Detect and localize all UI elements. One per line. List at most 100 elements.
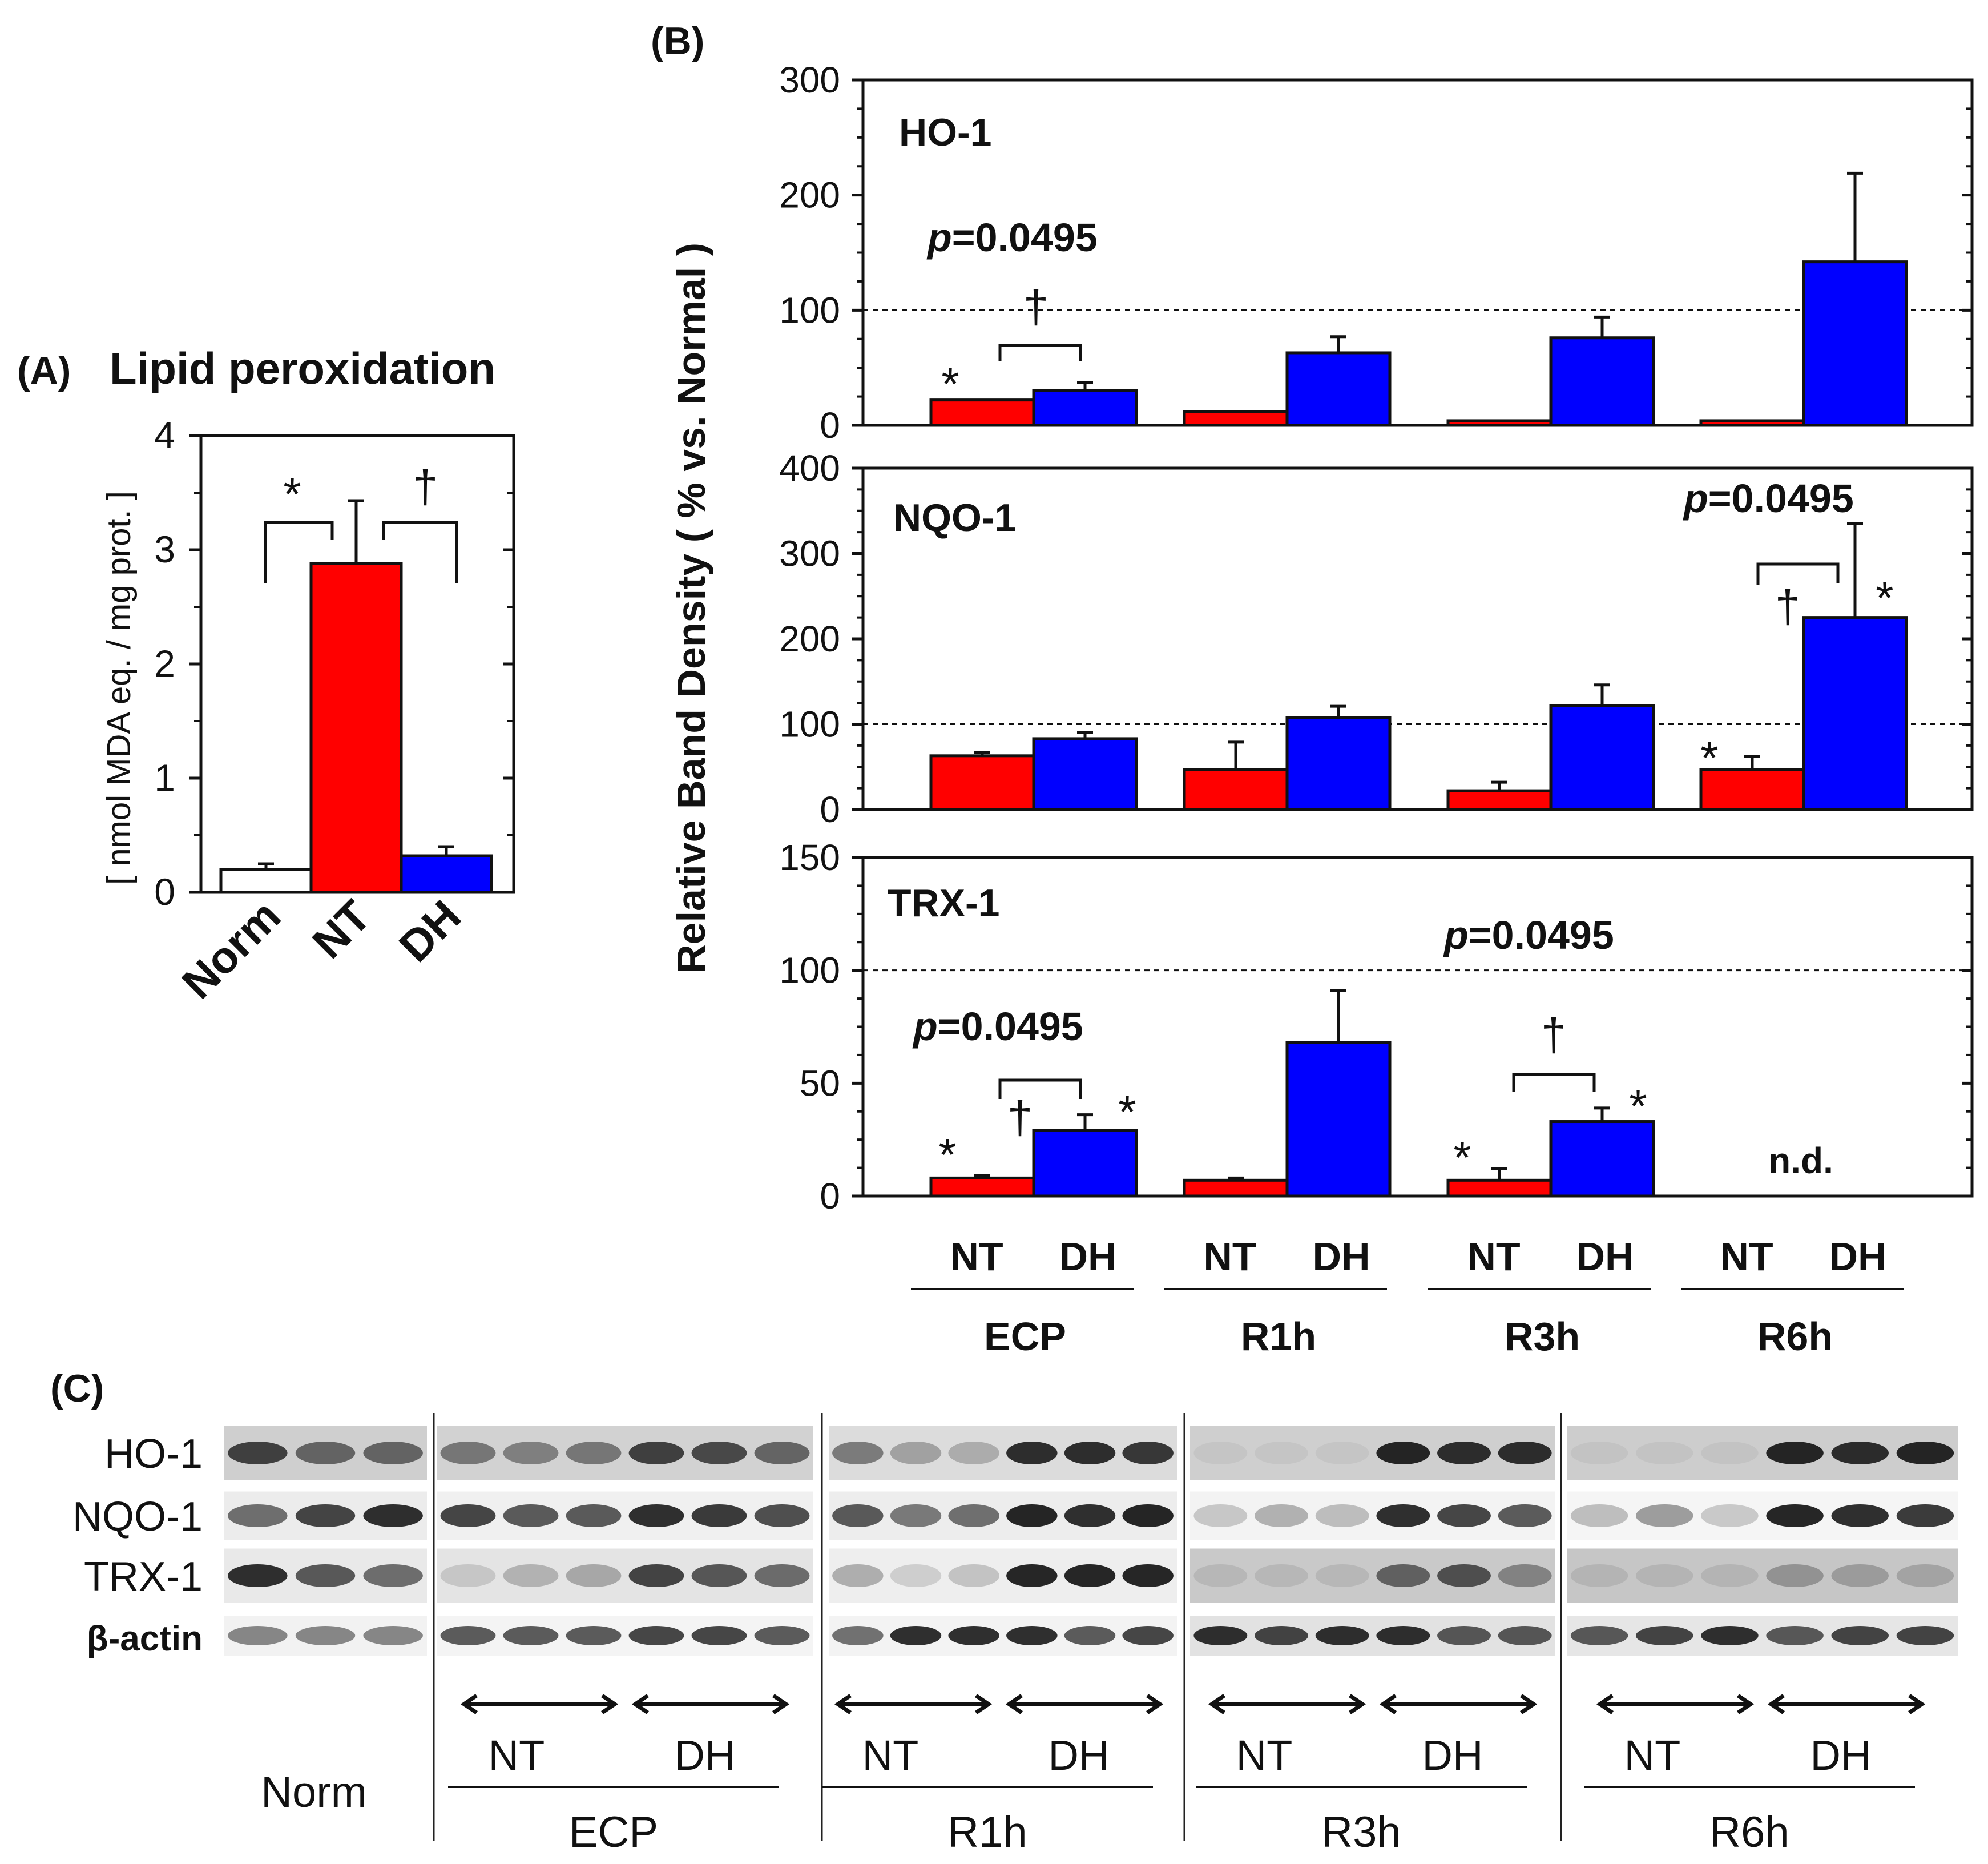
blot-r6h-band	[1701, 1504, 1759, 1527]
blot-ecp-band	[566, 1504, 622, 1527]
blot-ecp-row-bg	[437, 1426, 813, 1480]
blot-r6h-band	[1636, 1626, 1693, 1645]
blot-norm-band	[228, 1442, 288, 1464]
panel-a-bar-norm	[219, 868, 313, 894]
ho1-bar-dh-ecp	[1032, 389, 1138, 427]
trx1-dagger-ecp: †	[1007, 1092, 1033, 1143]
nqo1-error-bar	[1228, 740, 1244, 770]
ho1-error-bar	[1330, 335, 1346, 353]
trx1-ytick-label: 0	[820, 1175, 840, 1217]
blot-r3h-row-bg	[1190, 1426, 1555, 1480]
blot-r3h-band	[1255, 1626, 1308, 1645]
blot-r3h-band	[1255, 1442, 1308, 1464]
trx1-p-value-ecp: =0.0495	[938, 1004, 1083, 1049]
nqo1-bar-dh-r3h	[1549, 704, 1655, 811]
trx1-pvalue-r3h: p=0.0495	[1443, 913, 1614, 957]
blot-double-arrow	[1208, 1694, 1366, 1714]
ho1-bar-dh-r1h	[1285, 351, 1392, 427]
blot-ecp-band	[566, 1564, 622, 1587]
blot-double-arrow	[1379, 1694, 1538, 1714]
blot-ecp-band	[628, 1504, 684, 1527]
blot-r6h-band	[1766, 1564, 1824, 1587]
trx1-bars	[929, 989, 1655, 1198]
panel-b-xlabel-nt: NT	[1720, 1234, 1773, 1279]
nqo1-ytick-label: 400	[779, 448, 840, 489]
blot-group-labels: Norm NT DH ECP NT DH R1h NT DH R3h NT DH R6h	[261, 1694, 1926, 1857]
blot-r3h-band	[1437, 1504, 1491, 1527]
blot-norm-label: Norm	[261, 1768, 367, 1817]
ho1-dagger: †	[1023, 281, 1049, 332]
blot-r1h-row-bg	[829, 1426, 1177, 1480]
nqo1-bar-dh-ecp	[1032, 737, 1138, 811]
blot-r6h-band	[1831, 1504, 1889, 1527]
blot-ecp-band	[628, 1626, 684, 1645]
panel-a-error-bar	[258, 862, 274, 869]
blot-ecp-row-bg	[437, 1616, 813, 1656]
panel-a-ytick-label: 2	[154, 642, 175, 685]
trx1-star-ecp-nt: *	[938, 1129, 956, 1180]
panel-b-group-label-r1h: R1h	[1241, 1314, 1316, 1359]
nqo1-title: NQO-1	[893, 496, 1016, 540]
blot-row-label: β-actin	[87, 1619, 203, 1658]
blot-r6h-band	[1570, 1564, 1628, 1587]
panel-a-significance: * †	[264, 461, 458, 583]
trx1-bar-nt-r1h	[1183, 1178, 1289, 1198]
blot-r1h-row-bg	[829, 1616, 1177, 1656]
blot-ecp-row-bg	[437, 1548, 813, 1603]
blot-group-label-r3h: R3h	[1321, 1808, 1401, 1857]
nqo1-star-nt: *	[1700, 732, 1718, 783]
blot-r6h-row-bg	[1567, 1616, 1958, 1656]
blot-norm-band	[363, 1504, 423, 1527]
ho1-ytick-label: 300	[779, 59, 840, 100]
blot-r1h-row-bg	[829, 1491, 1177, 1540]
panel-b-xlabel-dh: DH	[1829, 1234, 1886, 1279]
panel-b-xlabel-nt: NT	[1203, 1234, 1256, 1279]
ho1-bar-nt-r6h	[1699, 419, 1805, 427]
ho1-p-value: =0.0495	[952, 215, 1098, 260]
blot-r3h-band	[1498, 1626, 1552, 1645]
panel-a-title: Lipid peroxidation	[110, 343, 495, 393]
blot-r1h-band	[890, 1442, 942, 1464]
blot-r3h-band	[1255, 1564, 1308, 1587]
blot-r6h-band	[1896, 1504, 1954, 1527]
blot-r3h-band	[1376, 1504, 1430, 1527]
blot-ecp-band	[440, 1564, 496, 1587]
blot-ecp-band	[691, 1442, 747, 1464]
blot-r1h-band	[832, 1504, 884, 1527]
panel-b-group-label-r6h: R6h	[1757, 1314, 1833, 1359]
trx1-bracket-r3h	[1512, 1073, 1596, 1092]
nqo1-dagger: †	[1775, 581, 1801, 632]
blot-r6h-band	[1896, 1442, 1954, 1464]
blot-r6h-band	[1570, 1626, 1628, 1645]
ho1-ytick-label: 100	[779, 289, 840, 331]
blot-r6h-row-bg	[1567, 1548, 1958, 1603]
blot-r3h-band	[1193, 1442, 1248, 1464]
panel-a-ytick-label: 4	[154, 414, 175, 456]
blot-ecp-band	[503, 1626, 559, 1645]
ho1-title: HO-1	[899, 111, 991, 154]
panel-a-xlabel-norm: Norm	[172, 891, 290, 1008]
blot-ecp-band	[691, 1504, 747, 1527]
blot-ecp-band	[691, 1564, 747, 1587]
panel-b-xlabel-dh: DH	[1576, 1234, 1634, 1279]
trx1-not-detected: n.d.	[1768, 1140, 1833, 1181]
blot-r3h-band	[1498, 1564, 1552, 1587]
blot-ecp-row-bg	[437, 1491, 813, 1540]
trx1-error-bar	[1330, 989, 1346, 1043]
ho1-bar-dh-r6h	[1802, 260, 1908, 427]
blot-double-arrow	[1767, 1694, 1926, 1714]
trx1-pvalue-ecp: p=0.0495	[912, 1004, 1083, 1049]
panel-b-group-label-ecp: ECP	[984, 1314, 1066, 1359]
blot-ecp-band	[503, 1504, 559, 1527]
nqo1-bars	[929, 522, 1908, 811]
panel-a-label: (A)	[17, 349, 71, 392]
blot-ecp-band	[566, 1442, 622, 1464]
trx1-ytick-label: 50	[800, 1062, 840, 1104]
bracket-nt-dh	[382, 521, 458, 583]
blot-r6h-band	[1636, 1504, 1693, 1527]
trx1-dagger-r3h: †	[1541, 1009, 1567, 1060]
blot-r3h-band	[1437, 1442, 1491, 1464]
blot-r3h-band	[1376, 1564, 1430, 1587]
blot-r1h-band	[1122, 1442, 1174, 1464]
